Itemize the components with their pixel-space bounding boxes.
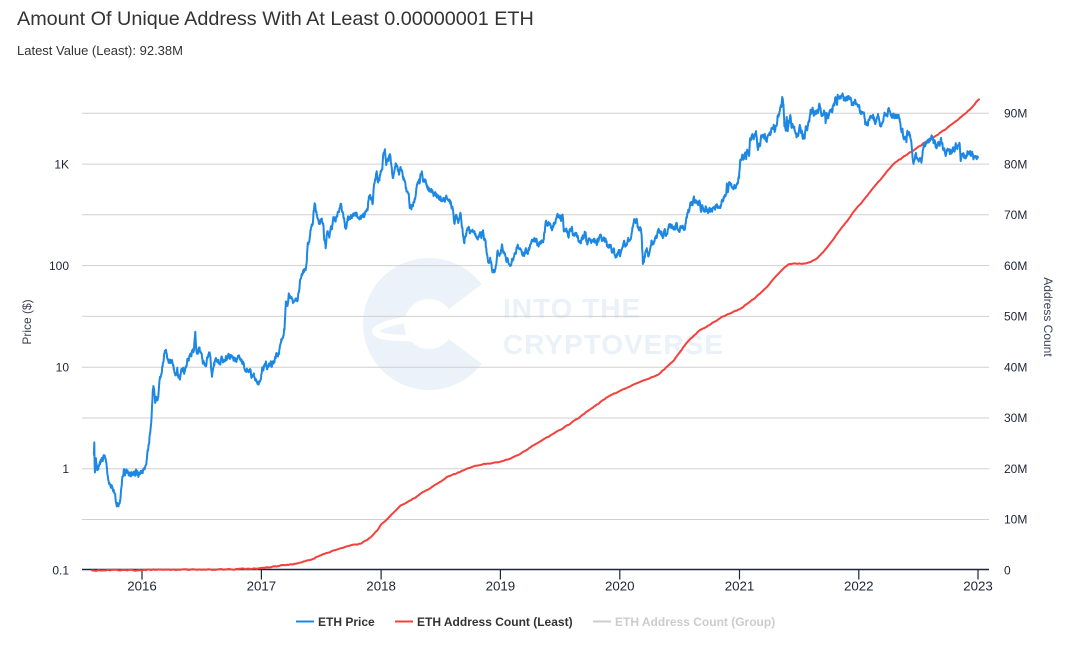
svg-text:Amount Of Unique Address With: Amount Of Unique Address With At Least 0… [17,8,534,30]
svg-text:70M: 70M [1004,208,1027,222]
svg-text:50M: 50M [1004,310,1027,324]
svg-text:2021: 2021 [725,579,755,594]
svg-text:2020: 2020 [605,579,635,594]
svg-text:100: 100 [49,259,69,273]
svg-text:1: 1 [62,462,69,476]
svg-text:40M: 40M [1004,360,1027,374]
svg-text:CRYPTOVERSE: CRYPTOVERSE [503,329,724,360]
svg-text:ETH Address Count (Group): ETH Address Count (Group) [615,615,775,629]
svg-text:ETH Address Count (Least): ETH Address Count (Least) [417,615,573,629]
svg-text:20M: 20M [1004,462,1027,476]
svg-text:Price ($): Price ($) [20,299,34,344]
svg-text:90M: 90M [1004,107,1027,121]
svg-text:2018: 2018 [366,579,396,594]
svg-text:Address Count: Address Count [1041,277,1055,357]
svg-text:10M: 10M [1004,513,1027,527]
svg-text:1K: 1K [54,157,69,171]
svg-text:0.1: 0.1 [52,564,69,578]
svg-text:2019: 2019 [486,579,516,594]
svg-text:80M: 80M [1004,157,1027,171]
svg-text:0: 0 [1004,564,1011,578]
svg-text:Latest Value (Least): 92.38M: Latest Value (Least): 92.38M [17,43,183,58]
svg-text:30M: 30M [1004,411,1027,425]
svg-text:INTO THE: INTO THE [503,293,641,324]
svg-text:10: 10 [56,360,70,374]
svg-text:ETH Price: ETH Price [318,615,375,629]
svg-text:2023: 2023 [963,579,993,594]
svg-text:2022: 2022 [844,579,874,594]
svg-text:2017: 2017 [247,579,277,594]
svg-text:2016: 2016 [127,579,157,594]
svg-text:60M: 60M [1004,259,1027,273]
